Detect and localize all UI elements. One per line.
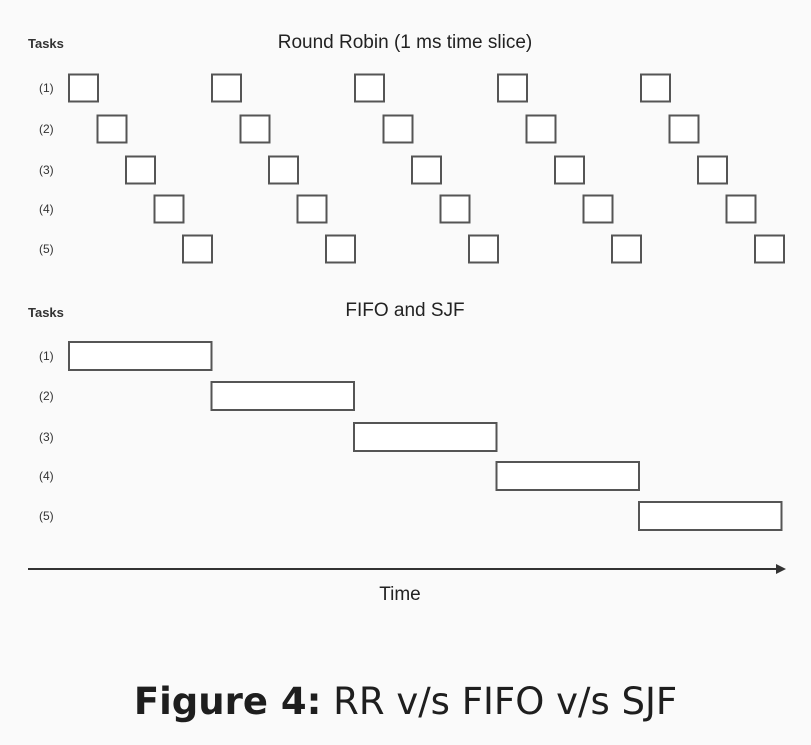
- rr-slice-box: [411, 155, 442, 185]
- rr-task-label: (3): [39, 163, 54, 177]
- fifo-task-bar: [638, 501, 783, 531]
- fifo-task-label: (4): [39, 469, 54, 483]
- rr-slice-box: [68, 73, 99, 103]
- time-axis-arrow-icon: [776, 564, 786, 574]
- rr-task-label: (1): [39, 81, 54, 95]
- rr-slice-box: [582, 194, 614, 224]
- rr-slice-box: [697, 155, 728, 185]
- rr-task-label: (2): [39, 122, 54, 136]
- rr-slice-box: [182, 234, 213, 264]
- fifo-task-bar: [210, 381, 355, 411]
- rr-chart-title: Round Robin (1 ms time slice): [278, 32, 532, 53]
- rr-slice-box: [611, 234, 642, 264]
- fifo-task-bar: [495, 461, 640, 491]
- fifo-task-bar: [68, 341, 213, 371]
- rr-slice-box: [153, 194, 185, 224]
- rr-slice-box: [725, 194, 757, 224]
- rr-slice-box: [325, 234, 356, 264]
- rr-slice-box: [268, 155, 299, 185]
- rr-slice-box: [554, 155, 585, 185]
- fifo-task-labels: (1) (2) (3) (4) (5): [39, 349, 54, 523]
- rr-slice-box: [754, 234, 785, 264]
- figure-caption-label: Figure 4:: [133, 680, 322, 723]
- rr-slice-box: [468, 234, 499, 264]
- fifo-task-label: (5): [39, 509, 54, 523]
- fifo-task-label: (2): [39, 389, 54, 403]
- fifo-task-label: (1): [39, 349, 54, 363]
- rr-slice-box: [439, 194, 471, 224]
- fifo-tasks-heading: Tasks: [28, 305, 64, 320]
- rr-slice-box: [211, 73, 242, 103]
- figure-caption: Figure 4: RR v/s FIFO v/s SJF: [0, 680, 811, 723]
- scheduling-diagram: Tasks Round Robin (1 ms time slice) (1)(…: [28, 32, 786, 605]
- fifo-sjf-chart: Tasks FIFO and SJF (1) (2) (3) (4) (5): [28, 300, 783, 531]
- rr-tasks-heading: Tasks: [28, 36, 64, 51]
- rr-slice-box: [354, 73, 385, 103]
- time-axis-label: Time: [379, 584, 421, 605]
- rr-slice-box: [525, 114, 557, 144]
- round-robin-chart: Tasks Round Robin (1 ms time slice) (1)(…: [28, 32, 785, 264]
- fifo-task-bars: [68, 341, 783, 531]
- rr-slice-box: [640, 73, 671, 103]
- fifo-task-bar: [353, 422, 498, 452]
- rr-task-label: (5): [39, 242, 54, 256]
- fifo-chart-title: FIFO and SJF: [345, 300, 464, 321]
- figure-caption-text: RR v/s FIFO v/s SJF: [321, 680, 678, 723]
- rr-slice-box: [382, 114, 414, 144]
- time-axis: Time: [28, 564, 786, 605]
- rr-slice-box: [497, 73, 528, 103]
- rr-time-slices: [68, 73, 785, 264]
- fifo-task-label: (3): [39, 430, 54, 444]
- rr-task-label: (4): [39, 202, 54, 216]
- rr-slice-box: [296, 194, 328, 224]
- rr-slice-box: [96, 114, 128, 144]
- rr-slice-box: [239, 114, 271, 144]
- rr-task-labels: (1) (2) (3) (4) (5): [39, 81, 54, 256]
- rr-slice-box: [125, 155, 156, 185]
- rr-slice-box: [668, 114, 700, 144]
